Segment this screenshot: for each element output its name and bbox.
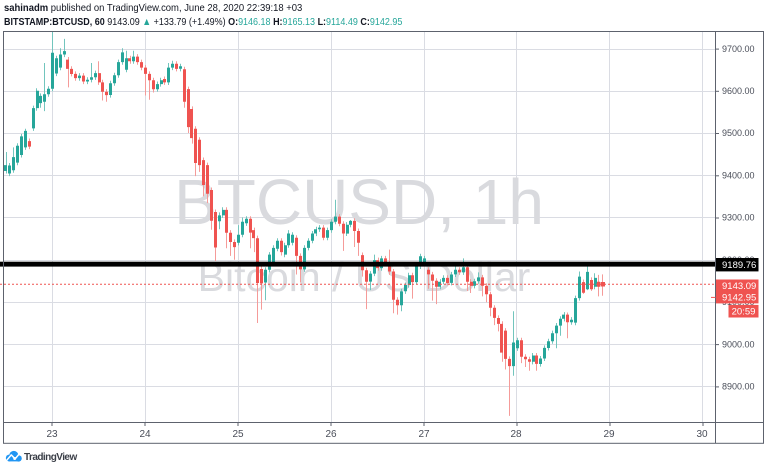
- svg-text:9300.00: 9300.00: [722, 213, 755, 223]
- svg-text:9143.09: 9143.09: [722, 281, 756, 292]
- svg-text:20:59: 20:59: [732, 306, 756, 317]
- svg-text:9600.00: 9600.00: [722, 86, 755, 96]
- svg-text:30: 30: [696, 429, 708, 440]
- svg-text:25: 25: [232, 429, 244, 440]
- svg-text:8900.00: 8900.00: [722, 382, 755, 392]
- svg-text:9000.00: 9000.00: [722, 339, 755, 349]
- svg-text:9400.00: 9400.00: [722, 171, 755, 181]
- svg-text:9500.00: 9500.00: [722, 128, 755, 138]
- svg-text:27: 27: [418, 429, 430, 440]
- svg-text:23: 23: [46, 429, 58, 440]
- svg-text:BTCUSD, 1h: BTCUSD, 1h: [174, 166, 544, 238]
- svg-text:29: 29: [603, 429, 615, 440]
- svg-text:26: 26: [325, 429, 337, 440]
- svg-text:9700.00: 9700.00: [722, 44, 755, 54]
- svg-text:28: 28: [510, 429, 522, 440]
- svg-text:24: 24: [139, 429, 151, 440]
- svg-text:9189.76: 9189.76: [722, 260, 756, 271]
- svg-text:9142.95: 9142.95: [722, 293, 756, 304]
